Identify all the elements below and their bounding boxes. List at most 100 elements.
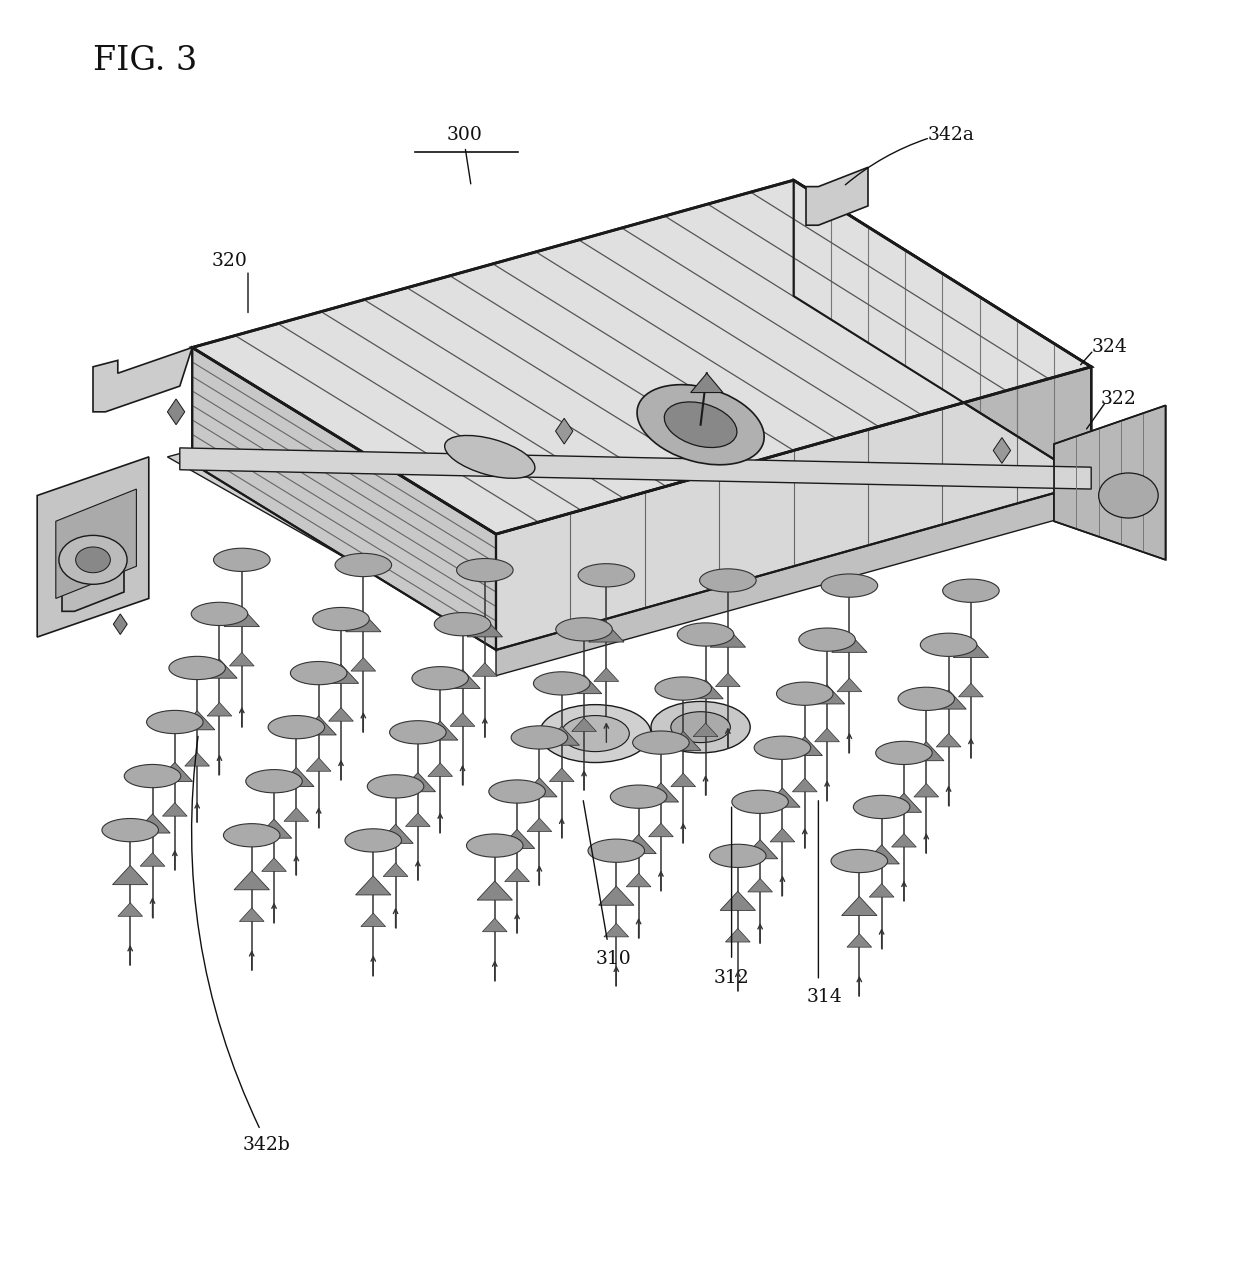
Polygon shape [1054,405,1166,560]
Text: 324: 324 [1091,338,1127,356]
Polygon shape [346,613,381,632]
Ellipse shape [651,701,750,753]
Ellipse shape [412,667,469,690]
Polygon shape [589,623,624,642]
Ellipse shape [191,602,248,625]
Polygon shape [135,813,170,833]
Text: 320: 320 [212,252,247,270]
Ellipse shape [799,628,856,651]
Polygon shape [837,678,862,691]
Ellipse shape [539,705,651,762]
Polygon shape [113,614,128,634]
Ellipse shape [831,849,888,873]
Polygon shape [118,902,143,916]
Ellipse shape [821,574,878,597]
Polygon shape [644,782,678,802]
Ellipse shape [671,712,730,743]
Ellipse shape [268,716,325,739]
Polygon shape [770,829,795,842]
Polygon shape [477,882,512,900]
Ellipse shape [637,385,764,465]
Polygon shape [931,690,966,709]
Ellipse shape [223,824,280,847]
Polygon shape [720,892,755,910]
Polygon shape [324,664,358,683]
Polygon shape [556,418,573,444]
Polygon shape [472,663,497,676]
Polygon shape [361,912,386,927]
Text: 342a: 342a [928,126,975,144]
Polygon shape [544,726,579,745]
Polygon shape [954,638,988,658]
Polygon shape [869,884,894,897]
Ellipse shape [776,682,833,705]
Polygon shape [500,829,534,848]
Polygon shape [207,703,232,716]
Polygon shape [450,713,475,726]
Ellipse shape [312,607,370,631]
Ellipse shape [367,775,424,798]
Ellipse shape [456,559,513,582]
Polygon shape [522,777,557,797]
Ellipse shape [732,790,789,813]
Polygon shape [62,547,124,611]
Polygon shape [671,773,696,786]
Polygon shape [445,669,480,689]
Ellipse shape [1099,472,1158,519]
Polygon shape [405,813,430,826]
Ellipse shape [533,672,590,695]
Polygon shape [157,762,192,781]
Ellipse shape [466,834,523,857]
Polygon shape [748,879,773,892]
Polygon shape [284,808,309,821]
Ellipse shape [920,633,977,656]
Polygon shape [56,489,136,598]
Polygon shape [140,853,165,866]
Ellipse shape [169,656,226,680]
Polygon shape [959,683,983,696]
Ellipse shape [677,623,734,646]
Polygon shape [594,668,619,681]
Ellipse shape [632,731,689,754]
Text: 322: 322 [1101,390,1137,408]
Ellipse shape [146,710,203,734]
Ellipse shape [213,548,270,571]
Polygon shape [810,685,844,704]
Polygon shape [224,607,259,627]
Polygon shape [401,772,435,792]
Ellipse shape [588,839,645,862]
Ellipse shape [246,770,303,793]
Polygon shape [864,844,899,864]
Ellipse shape [389,721,446,744]
Polygon shape [599,887,634,905]
Ellipse shape [754,736,811,759]
Polygon shape [378,824,413,843]
Polygon shape [688,680,723,699]
Polygon shape [787,736,822,755]
Polygon shape [167,290,1097,644]
Ellipse shape [655,677,712,700]
Polygon shape [691,373,723,393]
Polygon shape [693,723,718,736]
Ellipse shape [60,535,128,584]
Polygon shape [306,758,331,771]
Ellipse shape [335,553,392,577]
Ellipse shape [942,579,999,602]
Polygon shape [279,767,314,786]
Polygon shape [626,874,651,887]
Polygon shape [467,618,502,637]
Ellipse shape [898,687,955,710]
Polygon shape [715,673,740,686]
Text: 310: 310 [596,950,631,968]
Polygon shape [842,897,877,915]
Polygon shape [832,633,867,653]
Ellipse shape [556,618,613,641]
Ellipse shape [345,829,402,852]
Ellipse shape [102,819,159,842]
Polygon shape [239,907,264,921]
Polygon shape [496,367,1091,650]
Polygon shape [725,928,750,942]
Polygon shape [229,653,254,665]
Polygon shape [93,347,192,412]
Ellipse shape [124,764,181,788]
